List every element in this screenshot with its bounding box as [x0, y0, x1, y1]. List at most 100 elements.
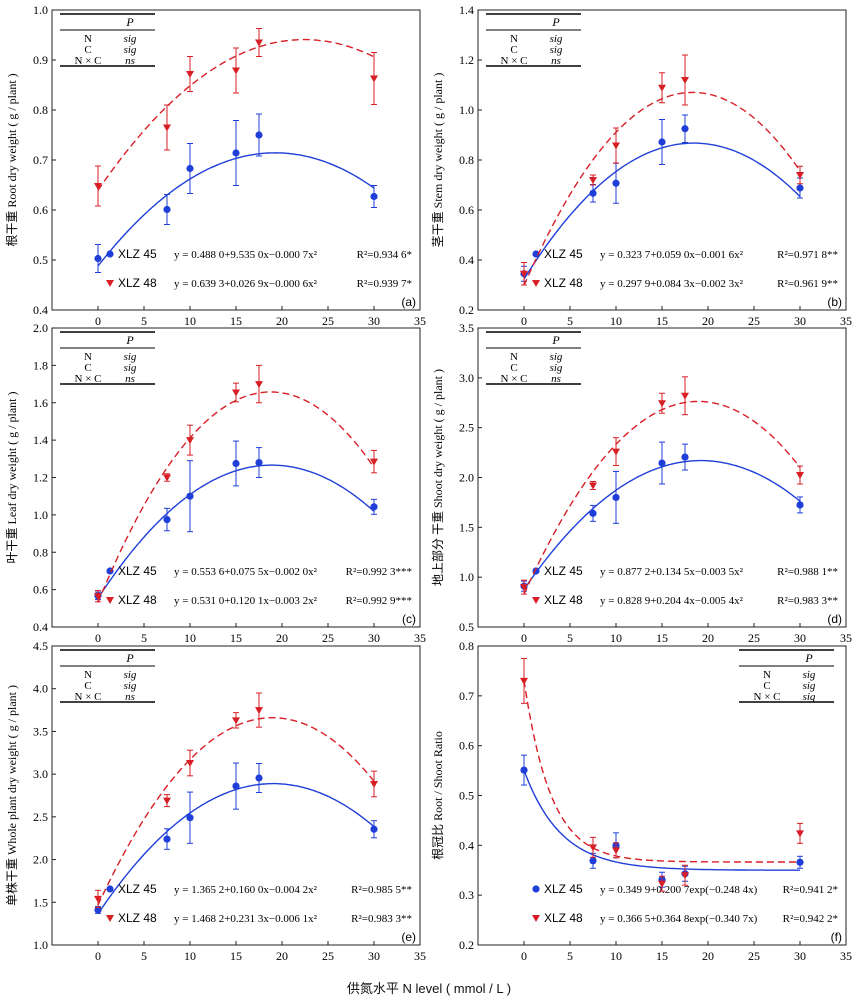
data-point: [681, 77, 689, 84]
y-tick-label: 0.7: [459, 689, 474, 703]
fit-equation: y = 1.365 2+0.160 0x−0.004 2x²: [174, 884, 318, 896]
x-tick-label: 35: [414, 949, 426, 963]
table-significance: sig: [124, 680, 137, 692]
legend-label: XLZ 48: [118, 911, 157, 925]
x-tick-label: 0: [521, 631, 527, 645]
x-tick-label: 25: [748, 949, 760, 963]
y-axis-label: 根干重 Root dry weight ( g / plant ): [5, 73, 19, 246]
table-factor: N × C: [501, 373, 528, 385]
x-tick-label: 15: [230, 631, 242, 645]
legend-label: XLZ 48: [544, 593, 583, 607]
panel-label: (a): [401, 295, 416, 309]
y-tick-label: 4.0: [33, 682, 48, 696]
fit-r-squared: R²=0.971 8**: [777, 249, 838, 261]
table-factor: N × C: [75, 691, 102, 703]
fit-equation: y = 0.323 7+0.059 0x−0.001 6x²: [600, 249, 744, 261]
x-tick-label: 25: [322, 949, 334, 963]
data-point: [186, 164, 194, 173]
x-tick-label: 35: [840, 631, 852, 645]
y-tick-label: 2.0: [33, 321, 48, 335]
table-factor: N × C: [501, 55, 528, 67]
data-point: [370, 780, 378, 788]
legend-marker: [106, 280, 114, 287]
significance-table: P N sig C sig N × C ns: [60, 331, 155, 385]
data-point: [163, 124, 171, 132]
y-tick-label: 1.5: [459, 520, 474, 534]
fit-curve: [523, 770, 800, 871]
y-tick-label: 1.2: [33, 471, 48, 485]
series-xlz45: XLZ 45 y = 0.488 0+9.535 0x−0.000 7x² R²=0…: [94, 113, 412, 273]
series-xlz45: XLZ 45 y = 1.365 2+0.160 0x−0.004 2x² R²=0…: [94, 762, 412, 915]
y-tick-label: 1.4: [33, 433, 48, 447]
data-point: [589, 177, 597, 184]
x-tick-label: 20: [702, 949, 714, 963]
data-point: [589, 844, 597, 852]
y-axis-label: 茎干重 Stem dry weight ( g / plant ): [431, 73, 445, 248]
y-tick-label: 1.0: [33, 3, 48, 17]
table-header: P: [804, 651, 813, 665]
y-tick-label: 1.2: [459, 53, 474, 67]
chart-panel-3: 0.4 0.6 0.8 1.0 1.2 1.4 1.6 1.8 2.0 0 5 10 15 20 25 30 3…: [5, 321, 426, 645]
x-tick-label: 5: [567, 949, 573, 963]
legend-marker: [532, 915, 540, 922]
series-xlz45: XLZ 45 y = 0.349 9+0.200 7exp(−0.248 4x) R…: [520, 754, 838, 896]
data-point: [186, 492, 194, 500]
x-tick-label: 20: [276, 631, 288, 645]
table-significance: sig: [124, 44, 137, 56]
legend-label: XLZ 45: [544, 882, 583, 896]
y-tick-label: 1.0: [459, 103, 474, 117]
x-tick-label: 10: [610, 314, 622, 328]
y-tick-label: 0.2: [459, 938, 474, 952]
y-tick-label: 1.0: [33, 938, 48, 952]
data-point: [370, 825, 378, 833]
data-point: [232, 782, 240, 790]
x-tick-label: 10: [610, 949, 622, 963]
x-tick-label: 20: [702, 631, 714, 645]
data-point: [658, 880, 666, 888]
fit-r-squared: R²=0.961 9**: [777, 278, 838, 290]
data-point: [796, 184, 804, 192]
chart-panel-2: 0.2 0.4 0.6 0.8 1.0 1.2 1.4 0 5 10 15 20 25 30 35 茎干重 S…: [431, 3, 852, 328]
fit-r-squared: R²=0.985 5**: [351, 884, 412, 896]
x-tick-label: 35: [414, 314, 426, 328]
y-tick-label: 3.0: [33, 767, 48, 781]
table-significance: sig: [124, 362, 137, 374]
data-point: [796, 501, 804, 509]
table-significance: sig: [550, 33, 563, 45]
y-tick-label: 0.8: [459, 639, 474, 653]
data-point: [589, 482, 597, 490]
x-tick-label: 15: [230, 949, 242, 963]
x-tick-label: 15: [656, 949, 668, 963]
table-significance: sig: [803, 680, 816, 692]
table-factor: N: [510, 351, 518, 363]
series-xlz48: XLZ 48 y = 0.297 9+0.084 3x−0.002 3x² R²=0…: [520, 54, 838, 290]
y-tick-label: 0.5: [33, 253, 48, 267]
y-tick-label: 2.0: [459, 471, 474, 485]
data-point: [658, 138, 666, 146]
table-significance: ns: [125, 55, 135, 67]
y-tick-label: 1.8: [33, 358, 48, 372]
x-tick-label: 0: [95, 631, 101, 645]
x-tick-label: 35: [840, 314, 852, 328]
panel-label: (e): [401, 930, 416, 944]
data-point: [163, 205, 171, 214]
series-xlz45: XLZ 45 y = 0.553 6+0.075 5x−0.002 0x² R²=0…: [94, 440, 412, 601]
legend-label: XLZ 45: [544, 564, 583, 578]
data-point: [94, 593, 102, 601]
data-point: [232, 149, 240, 157]
x-tick-label: 0: [521, 314, 527, 328]
significance-table: P N sig C sig N × C ns: [486, 13, 581, 67]
legend-marker: [532, 280, 540, 287]
table-significance: sig: [124, 669, 137, 681]
data-point: [370, 192, 378, 201]
table-header: P: [551, 333, 560, 347]
x-tick-label: 5: [141, 949, 147, 963]
x-tick-label: 0: [521, 949, 527, 963]
fit-equation: y = 0.877 2+0.134 5x−0.003 5x²: [600, 566, 744, 578]
table-significance: ns: [125, 691, 135, 703]
data-point: [186, 814, 194, 822]
data-point: [232, 389, 240, 397]
series-xlz48: XLZ 48 y = 0.366 5+0.364 8exp(−0.340 7x) R…: [520, 657, 838, 925]
fit-r-squared: R²=0.934 6*: [357, 249, 412, 261]
data-point: [520, 766, 528, 774]
